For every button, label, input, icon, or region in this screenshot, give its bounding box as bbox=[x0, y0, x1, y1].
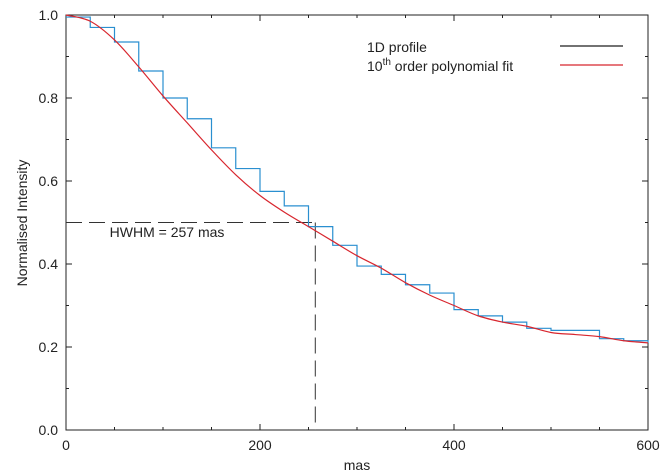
y-tick-label: 0.6 bbox=[39, 173, 59, 189]
legend: 1D profile 10th order polynomial fit bbox=[367, 39, 623, 74]
y-axis-label: Normalised Intensity bbox=[14, 160, 30, 287]
legend-label-fit-rest: order polynomial fit bbox=[391, 58, 513, 74]
profile-step-line bbox=[66, 16, 649, 343]
x-tick-label: 600 bbox=[636, 437, 660, 453]
legend-label-fit-number: 10 bbox=[367, 58, 383, 74]
x-tick-label: 200 bbox=[248, 437, 272, 453]
x-axis-label: mas bbox=[344, 457, 370, 473]
y-tick-label: 0.8 bbox=[39, 90, 59, 106]
y-tick-label: 0.4 bbox=[39, 256, 59, 272]
polynomial-fit-line bbox=[65, 14, 649, 344]
x-tick-label: 0 bbox=[62, 437, 70, 453]
legend-label-fit-superscript: th bbox=[383, 57, 391, 68]
y-tick-label: 1.0 bbox=[39, 7, 59, 23]
legend-label-fit: 10th order polynomial fit bbox=[367, 57, 513, 74]
y-tick-label: 0.0 bbox=[39, 422, 59, 438]
hwhm-annotation: HWHM = 257 mas bbox=[110, 224, 225, 240]
y-tick-label: 0.2 bbox=[39, 339, 59, 355]
legend-label-profile: 1D profile bbox=[367, 39, 427, 55]
plot-frame bbox=[65, 14, 649, 431]
x-tick-label: 400 bbox=[442, 437, 466, 453]
